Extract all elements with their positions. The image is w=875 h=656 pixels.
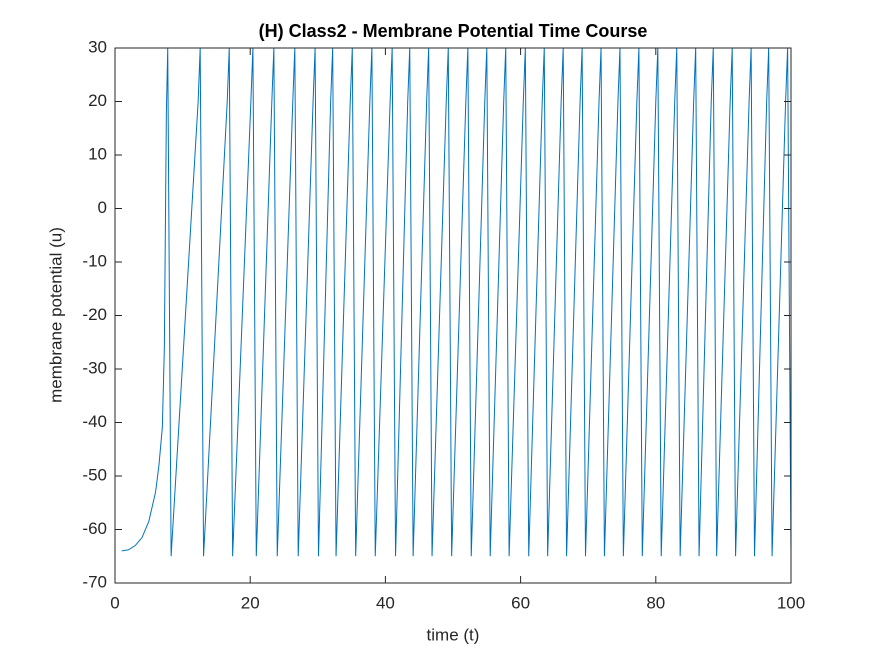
y-tick-label: -10 <box>82 251 107 270</box>
x-tick-label: 0 <box>110 593 119 612</box>
x-tick-label: 40 <box>376 593 395 612</box>
chart-title: (H) Class2 - Membrane Potential Time Cou… <box>259 21 648 41</box>
y-tick-label: 20 <box>88 91 107 110</box>
x-tick-label: 20 <box>241 593 260 612</box>
y-tick-label: -20 <box>82 305 107 324</box>
y-tick-label: -50 <box>82 465 107 484</box>
y-tick-label: -70 <box>82 572 107 591</box>
x-tick-label: 80 <box>646 593 665 612</box>
x-tick-label: 60 <box>511 593 530 612</box>
y-tick-label: 10 <box>88 144 107 163</box>
y-tick-label: -60 <box>82 519 107 538</box>
x-axis-label: time (t) <box>427 625 480 644</box>
y-tick-label: 0 <box>98 198 107 217</box>
y-tick-label: -40 <box>82 412 107 431</box>
x-tick-label: 100 <box>777 593 805 612</box>
y-tick-label: -30 <box>82 358 107 377</box>
y-tick-label: 30 <box>88 37 107 56</box>
y-axis-label: membrane potential (u) <box>46 227 65 403</box>
